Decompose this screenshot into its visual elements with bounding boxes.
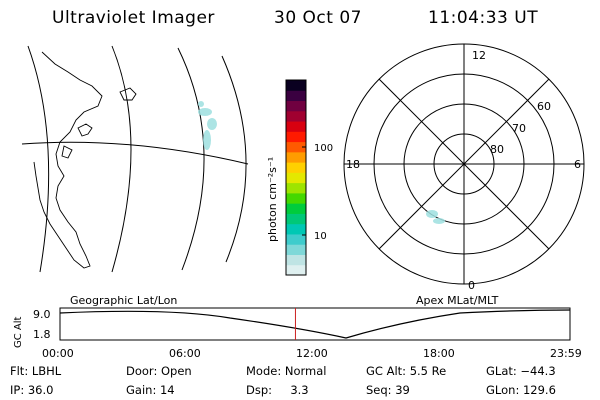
footer-door: Door: Open [126, 364, 192, 378]
x-tick-0000: 00:00 [42, 347, 74, 360]
mlat-label-70: 70 [512, 122, 526, 135]
footer-gc-alt: GC Alt: 5.5 Re [366, 364, 447, 378]
colorbar-segment [286, 80, 306, 91]
mlt-label-0: 0 [468, 279, 475, 292]
footer-dsp: Dsp: 3.3 [246, 383, 309, 397]
colorbar-segment [286, 182, 306, 194]
colorbar-tick-10: 10 [314, 231, 327, 242]
colorbar-segment [286, 110, 306, 122]
colorbar-segment [286, 203, 306, 214]
footer-gain: Gain: 14 [126, 383, 175, 397]
colorbar-segment [286, 264, 306, 276]
x-tick-1800: 18:00 [423, 347, 455, 360]
colorbar-segment [286, 223, 306, 235]
colorbar-segment [286, 151, 306, 163]
coastline [33, 51, 103, 269]
footer-flt: Flt: LBHL [10, 364, 62, 378]
colorbar-segment [286, 213, 306, 225]
colorbar-segment [286, 141, 306, 153]
mlt-label-18: 18 [346, 158, 360, 171]
meridian-arc [177, 47, 205, 271]
colorbar-segment [286, 100, 306, 112]
colorbar-segment [286, 121, 306, 132]
polar-plot [343, 43, 585, 285]
coastline [119, 87, 137, 101]
colorbar-segment [286, 244, 306, 255]
x-tick-2359: 23:59 [550, 347, 582, 360]
colorbar-frame [285, 79, 307, 276]
latitude-line [21, 141, 249, 165]
timeline-frame [59, 307, 571, 341]
coastline [61, 145, 73, 159]
timeline-tick-9: 9.0 [33, 308, 51, 321]
footer-ip: IP: 36.0 [10, 383, 54, 397]
geo-panel-label: Geographic Lat/Lon [70, 294, 177, 307]
x-tick-1200: 12:00 [296, 347, 328, 360]
mlt-label-12: 12 [472, 49, 486, 62]
colorbar-segment [286, 90, 306, 102]
polar-panel-label: Apex MLat/MLT [416, 294, 499, 307]
colorbar-segment [286, 254, 306, 266]
mlat-label-60: 60 [537, 100, 551, 113]
footer-mode: Mode: Normal [246, 364, 327, 378]
date-label: 30 Oct 07 [274, 8, 362, 28]
geo-aurora [198, 101, 217, 150]
colorbar-segment [286, 192, 306, 204]
altitude-curve [59, 309, 571, 339]
app-title: Ultraviolet Imager [52, 8, 215, 28]
polar-diagonal [378, 78, 550, 250]
meridian-arc [27, 45, 50, 273]
footer-seq: Seq: 39 [366, 383, 410, 397]
colorbar [285, 79, 307, 276]
mlat-label-80: 80 [490, 143, 504, 156]
colorbar-segment [286, 233, 306, 245]
mlt-label-6: 6 [574, 158, 581, 171]
meridian-arc [221, 55, 247, 263]
colorbar-segment [286, 172, 306, 184]
colorbar-segment [286, 131, 306, 143]
x-tick-0600: 06:00 [169, 347, 201, 360]
time-label: 11:04:33 UT [428, 8, 539, 28]
colorbar-segment [286, 162, 306, 173]
colorbar-tick-100: 100 [314, 143, 333, 154]
footer-glat: GLat: −44.3 [486, 364, 556, 378]
meridian-arc [111, 45, 132, 273]
colorbar-unit-label: photon cm⁻²s⁻¹ [266, 157, 279, 242]
timeline-tick-1-8: 1.8 [33, 328, 51, 341]
timeline-ylabel: GC Alt [13, 316, 24, 348]
coastline [77, 123, 93, 137]
footer-glon: GLon: 129.6 [486, 383, 556, 397]
geo-map [21, 45, 249, 273]
polar-aurora [426, 210, 445, 224]
